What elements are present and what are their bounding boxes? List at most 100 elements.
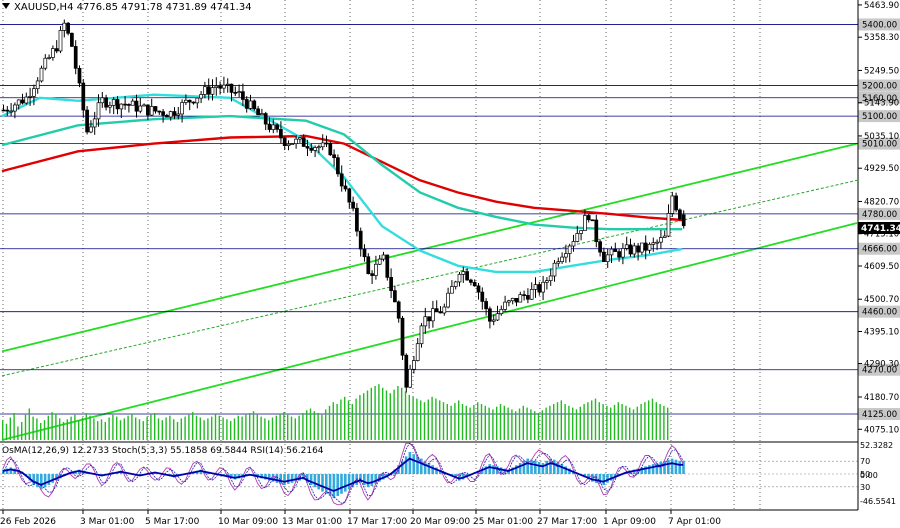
volume-bar	[496, 406, 498, 440]
osma-bar	[5, 468, 9, 474]
osma-bar	[515, 465, 518, 474]
volume-bar	[97, 421, 99, 440]
volume-bar	[131, 413, 133, 440]
volume-bar	[537, 413, 540, 440]
osma-bar	[454, 474, 457, 479]
osma-bar	[541, 463, 545, 474]
osma-bar	[264, 474, 267, 480]
candle-body	[662, 235, 667, 238]
candle-body	[252, 100, 257, 110]
candle-body	[681, 214, 686, 227]
candle-body	[469, 279, 473, 283]
volume-bar	[488, 407, 490, 440]
candle-body	[541, 281, 545, 293]
volume-bar	[549, 405, 551, 440]
price-tick-label: 4715.10	[864, 230, 899, 240]
candle-body	[313, 147, 317, 151]
candle-body	[244, 99, 249, 109]
price-tick-label: 5143.90	[864, 99, 899, 109]
candle-body	[670, 195, 675, 214]
volume-bar	[214, 413, 217, 440]
osma-bar	[507, 469, 510, 474]
candle-body	[632, 245, 637, 255]
candle-body	[533, 284, 538, 290]
volume-bar	[192, 412, 194, 440]
level-tag	[858, 137, 900, 150]
osma-bar	[484, 466, 488, 474]
osma-bar	[328, 474, 332, 496]
candle-body	[647, 243, 652, 251]
volume-bar	[89, 415, 91, 440]
volume-bar	[594, 398, 597, 440]
price-tick-label: 4929.50	[864, 164, 899, 174]
candle-body	[488, 308, 492, 322]
volume-bar	[36, 418, 38, 440]
chart-collapse-icon[interactable]	[2, 3, 10, 9]
candle-body	[461, 271, 466, 275]
volume-bar	[442, 402, 445, 440]
candle-body	[434, 308, 439, 313]
osma-bar	[374, 474, 377, 484]
osma-bar	[287, 474, 290, 484]
candle-body	[305, 146, 310, 149]
candle-body	[636, 245, 640, 253]
candle-body	[408, 368, 412, 388]
level-label: 5010.00	[862, 140, 897, 150]
volume-bar	[370, 387, 372, 440]
volume-bar	[450, 405, 452, 440]
volume-bar	[625, 405, 627, 440]
price-tick-label: 4180.70	[864, 393, 899, 403]
osma-bar	[309, 474, 313, 485]
volume-bar	[667, 407, 669, 440]
volume-bar	[526, 407, 528, 440]
volume-bar	[169, 415, 171, 440]
candle-body	[54, 48, 59, 52]
candle-body	[13, 104, 17, 112]
osma-bar	[230, 474, 233, 479]
candle-body	[643, 242, 648, 251]
osma-bar	[549, 458, 552, 474]
osma-bar	[404, 456, 408, 474]
candle-body	[507, 300, 511, 303]
time-label: 3 Mar 01:00	[80, 517, 135, 527]
oscillator-panel: 70 50 30 52.3282 0.00 -46.5541	[0, 441, 896, 506]
level-label: 5100.00	[862, 112, 897, 122]
volume-bar	[271, 417, 274, 440]
level-tag	[858, 110, 900, 123]
volume-bar	[176, 422, 179, 440]
osma-bar	[458, 474, 461, 481]
osma-bar	[427, 463, 431, 474]
time-label: 20 Mar 09:00	[410, 517, 470, 527]
volume-bar	[241, 416, 243, 440]
regression-channel	[1, 142, 858, 441]
candle-body	[328, 142, 333, 156]
candle-body	[355, 207, 359, 232]
osma-bar	[610, 474, 613, 481]
volume-bar	[412, 396, 414, 440]
candle-body	[518, 294, 523, 303]
level-label: 4125.00	[862, 410, 897, 420]
candle-body	[655, 241, 659, 244]
osma-bar	[344, 474, 347, 492]
candle-body	[104, 97, 108, 108]
candle-body	[39, 67, 44, 82]
volume-bar	[351, 404, 353, 440]
volume-bar	[127, 415, 129, 440]
candle-body	[73, 46, 78, 69]
volume-bar	[617, 402, 619, 440]
osma-bar	[260, 474, 263, 479]
candle-body	[594, 219, 599, 243]
candle-body	[100, 97, 105, 104]
osma-bar	[522, 460, 526, 474]
candle-body	[332, 154, 336, 159]
candle-body	[168, 111, 173, 118]
candle-body	[320, 142, 325, 148]
time-label: 5 Mar 17:00	[145, 517, 200, 527]
stoch-signal-line	[2, 442, 684, 504]
candle-body	[358, 230, 363, 250]
volume-bar	[644, 402, 646, 440]
osma-bar	[659, 461, 662, 474]
candle-body	[111, 99, 116, 106]
volume-bar	[180, 418, 182, 440]
